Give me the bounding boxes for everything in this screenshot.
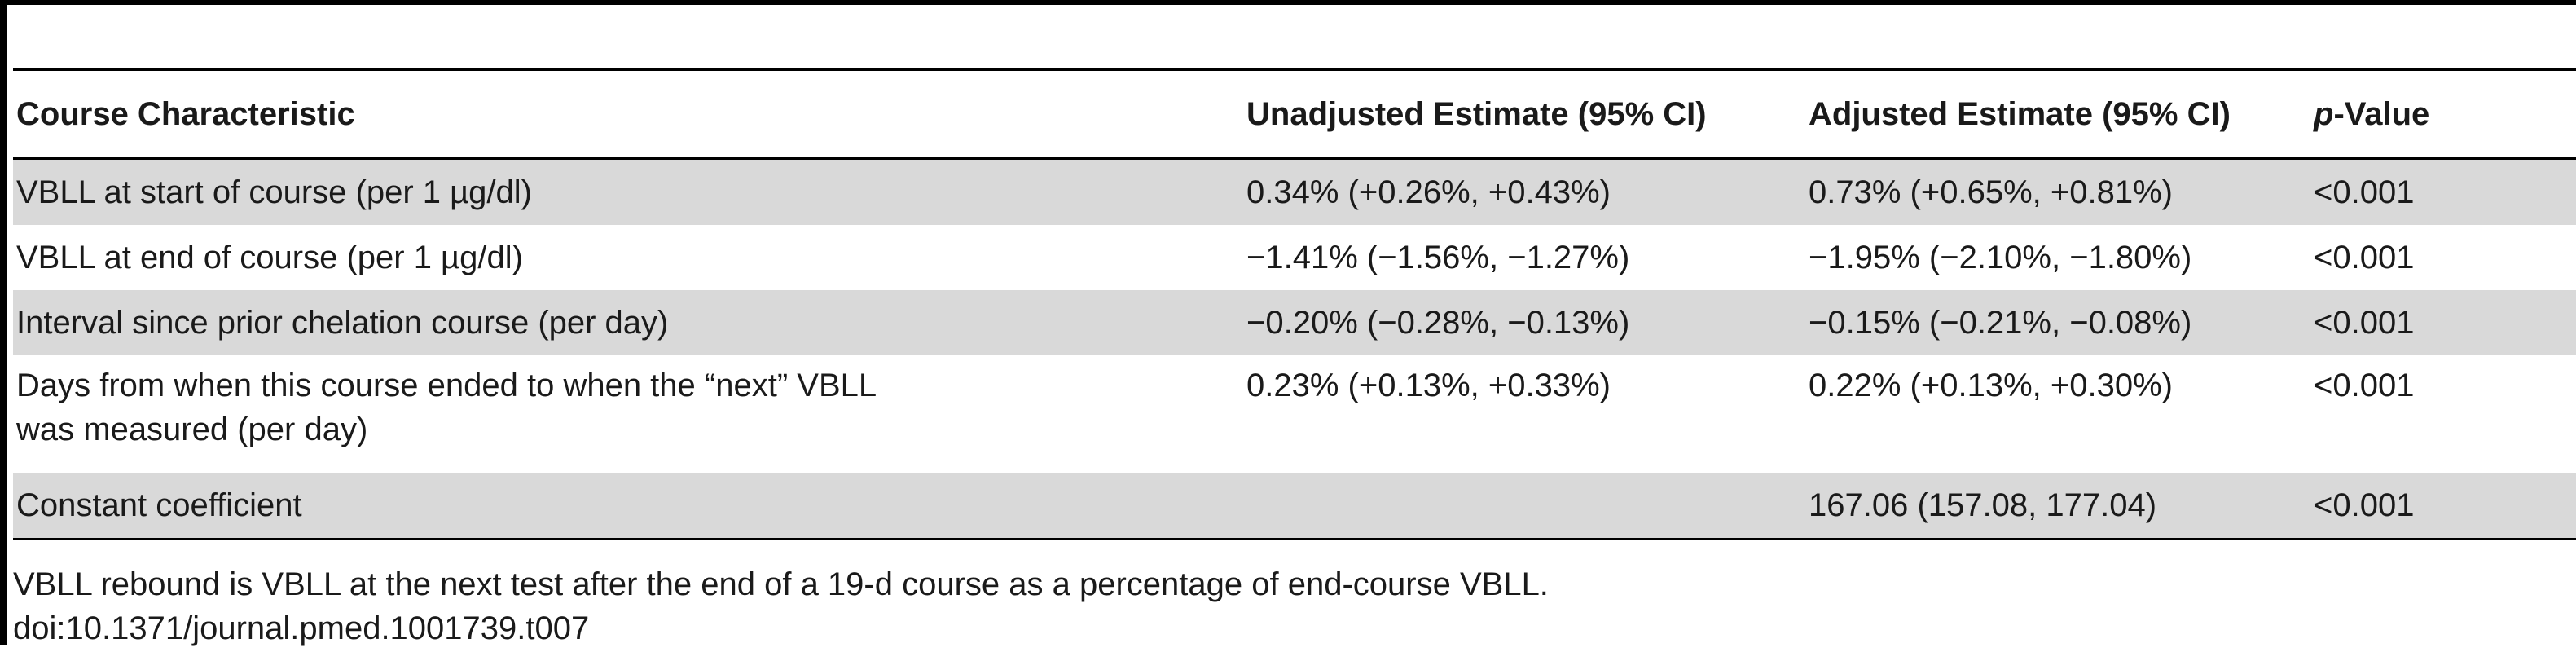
cell-adjusted: 0.73% (+0.65%, +0.81%) — [1809, 174, 2173, 210]
header-course-characteristic: Course Characteristic — [16, 95, 355, 132]
header-p-suffix: -Value — [2333, 95, 2430, 132]
table-footnote: VBLL rebound is VBLL at the next test af… — [13, 562, 1549, 650]
top-border-rule — [0, 0, 2576, 5]
table-row: Days from when this course ended to when… — [13, 355, 2576, 473]
cell-adjusted: 167.06 (157.08, 177.04) — [1809, 487, 2157, 523]
cell-characteristic-line-1: Days from when this course ended to when… — [16, 368, 877, 403]
table-row: VBLL at end of course (per 1 µg/dl) −1.4… — [13, 225, 2576, 290]
table-header: Course Characteristic Unadjusted Estimat… — [13, 69, 2576, 159]
cell-p-value: <0.001 — [2314, 240, 2415, 275]
cell-adjusted: −1.95% (−2.10%, −1.80%) — [1809, 240, 2192, 275]
cell-unadjusted: 0.23% (+0.13%, +0.33%) — [1246, 368, 1611, 403]
cell-unadjusted: −0.20% (−0.28%, −0.13%) — [1246, 305, 1630, 341]
left-border-rule — [0, 0, 7, 645]
header-p-value: p-Value — [2310, 70, 2576, 159]
cell-p-value: <0.001 — [2314, 487, 2415, 523]
table-row: VBLL at start of course (per 1 µg/dl) 0.… — [13, 158, 2576, 225]
cell-characteristic: Days from when this course ended to when… — [13, 355, 1243, 473]
cell-unadjusted: −1.41% (−1.56%, −1.27%) — [1246, 240, 1630, 275]
cell-p-value: <0.001 — [2314, 305, 2415, 341]
cell-p-value: <0.001 — [2314, 174, 2415, 210]
header-p-letter: p — [2314, 95, 2334, 132]
cell-characteristic: Interval since prior chelation course (p… — [16, 305, 669, 341]
cell-unadjusted — [1243, 473, 1805, 540]
table-row: Constant coefficient 167.06 (157.08, 177… — [13, 473, 2576, 540]
cell-characteristic: Constant coefficient — [16, 487, 302, 523]
table-body: VBLL at start of course (per 1 µg/dl) 0.… — [13, 158, 2576, 540]
header-unadjusted-estimate: Unadjusted Estimate (95% CI) — [1246, 95, 1707, 132]
cell-characteristic: VBLL at start of course (per 1 µg/dl) — [16, 174, 532, 210]
footnote-doi: doi:10.1371/journal.pmed.1001739.t007 — [13, 610, 590, 646]
cell-characteristic-line-2: was measured (per day) — [16, 412, 368, 447]
cell-adjusted: −0.15% (−0.21%, −0.08%) — [1809, 305, 2192, 341]
table-row: Interval since prior chelation course (p… — [13, 290, 2576, 355]
header-adjusted-estimate: Adjusted Estimate (95% CI) — [1809, 95, 2231, 132]
regression-table: Course Characteristic Unadjusted Estimat… — [13, 68, 2576, 540]
cell-unadjusted: 0.34% (+0.26%, +0.43%) — [1246, 174, 1611, 210]
cell-characteristic: VBLL at end of course (per 1 µg/dl) — [16, 240, 523, 275]
cell-adjusted: 0.22% (+0.13%, +0.30%) — [1809, 368, 2173, 403]
regression-table-container: Course Characteristic Unadjusted Estimat… — [13, 68, 2576, 540]
header-row: Course Characteristic Unadjusted Estimat… — [13, 69, 2576, 159]
footnote-text: VBLL rebound is VBLL at the next test af… — [13, 566, 1549, 602]
cell-p-value: <0.001 — [2314, 368, 2415, 403]
